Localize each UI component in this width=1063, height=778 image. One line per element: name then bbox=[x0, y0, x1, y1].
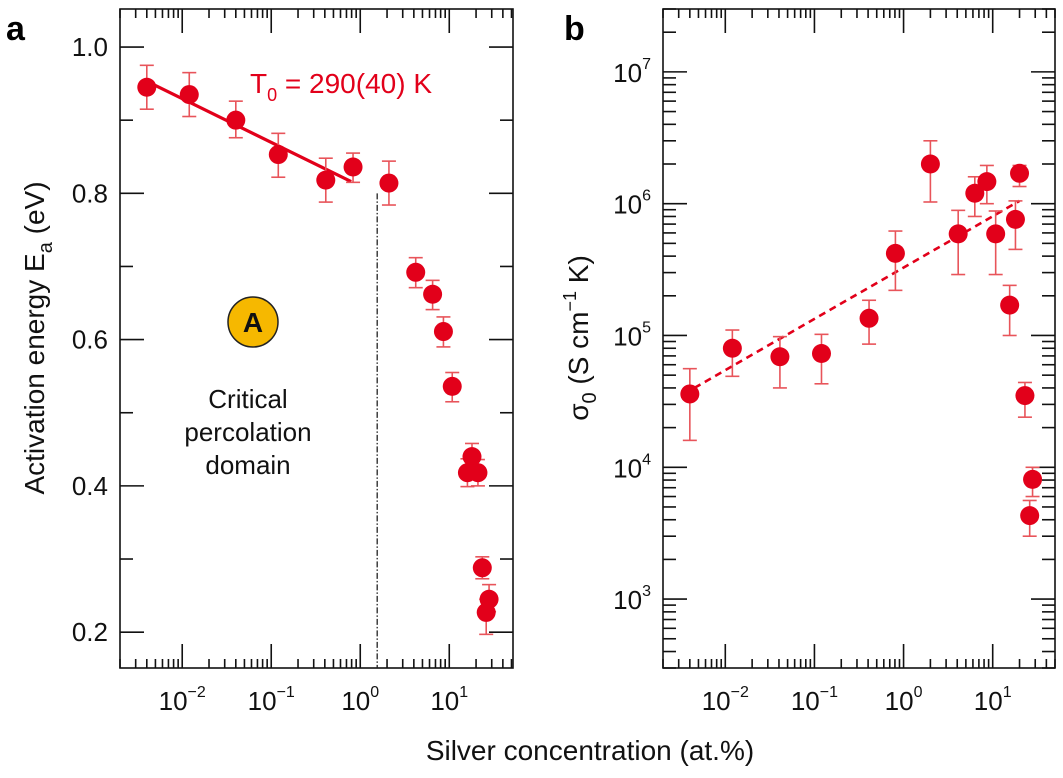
plot-frame bbox=[119, 8, 514, 669]
badge-a: A bbox=[227, 296, 279, 348]
data-point bbox=[1020, 506, 1040, 526]
region-label-line-2: percolation bbox=[184, 417, 311, 447]
y-tick-label: 0.6 bbox=[72, 325, 108, 355]
data-point bbox=[423, 284, 443, 304]
data-point bbox=[476, 602, 496, 622]
data-point bbox=[965, 183, 985, 203]
data-point bbox=[722, 338, 742, 358]
x-tick-label: 10−1 bbox=[791, 684, 838, 716]
fit-label: T0 = 290(40) K bbox=[250, 68, 432, 105]
y-tick-label: 103 bbox=[613, 583, 651, 615]
data-point bbox=[472, 558, 492, 578]
x-tick-label: 10−2 bbox=[702, 684, 749, 716]
x-tick-label: 101 bbox=[430, 684, 468, 716]
data-point bbox=[770, 347, 790, 367]
x-tick-label: 100 bbox=[341, 684, 379, 716]
panel-label-a: a bbox=[6, 10, 26, 48]
data-point bbox=[920, 154, 940, 174]
data-point bbox=[1000, 295, 1020, 315]
data-point bbox=[977, 172, 997, 192]
fit-line bbox=[693, 199, 1021, 390]
y-axis-label-b: σ0 (S cm−1 K) bbox=[560, 255, 601, 421]
data-point bbox=[948, 224, 968, 244]
data-point bbox=[811, 343, 831, 363]
y-tick-label: 0.4 bbox=[72, 471, 108, 501]
x-tick-label: 100 bbox=[885, 684, 923, 716]
data-point bbox=[137, 77, 157, 97]
data-point bbox=[1005, 209, 1025, 229]
data-point bbox=[468, 463, 488, 483]
data-point bbox=[433, 322, 453, 342]
panel-a: 10−2 10−1 100 101 0.2 0.4 0.6 0.8 1.0 bbox=[72, 8, 514, 716]
data-point bbox=[226, 110, 246, 130]
panel-b: 10−2 10−1 100 101 103 104 105 106 107 bbox=[613, 8, 1056, 716]
y-tick-label: 104 bbox=[613, 451, 651, 483]
svg-text:A: A bbox=[243, 307, 263, 338]
data-point bbox=[1010, 163, 1030, 183]
data-point bbox=[986, 224, 1006, 244]
data-point bbox=[406, 262, 426, 282]
data-point bbox=[885, 243, 905, 263]
plot-frame bbox=[662, 8, 1056, 669]
data-point bbox=[179, 85, 199, 105]
data-point bbox=[1023, 469, 1043, 489]
y-tick-label: 1.0 bbox=[72, 32, 108, 62]
y-axis-label-a: Activation energy Ea (eV) bbox=[19, 181, 57, 494]
region-label-line-1: Critical bbox=[208, 384, 287, 414]
y-tick-label: 107 bbox=[613, 56, 651, 88]
data-point bbox=[859, 308, 879, 328]
data-point bbox=[343, 157, 363, 177]
y-tick-label: 0.8 bbox=[72, 178, 108, 208]
x-axis-label: Silver concentration (at.%) bbox=[426, 735, 754, 766]
data-point bbox=[462, 447, 482, 467]
panel-label-b: b bbox=[564, 10, 585, 48]
data-point bbox=[316, 170, 336, 190]
x-tick-label: 101 bbox=[974, 684, 1012, 716]
y-tick-label: 106 bbox=[613, 188, 651, 220]
data-point bbox=[268, 145, 288, 165]
region-label-line-3: domain bbox=[205, 450, 290, 480]
data-point bbox=[680, 384, 700, 404]
data-point bbox=[442, 376, 462, 396]
data-point bbox=[379, 173, 399, 193]
x-tick-label: 10−1 bbox=[248, 684, 295, 716]
y-tick-label: 0.2 bbox=[72, 617, 108, 647]
x-tick-label: 10−2 bbox=[159, 684, 206, 716]
data-point bbox=[1015, 386, 1035, 406]
y-tick-label: 105 bbox=[613, 319, 651, 351]
